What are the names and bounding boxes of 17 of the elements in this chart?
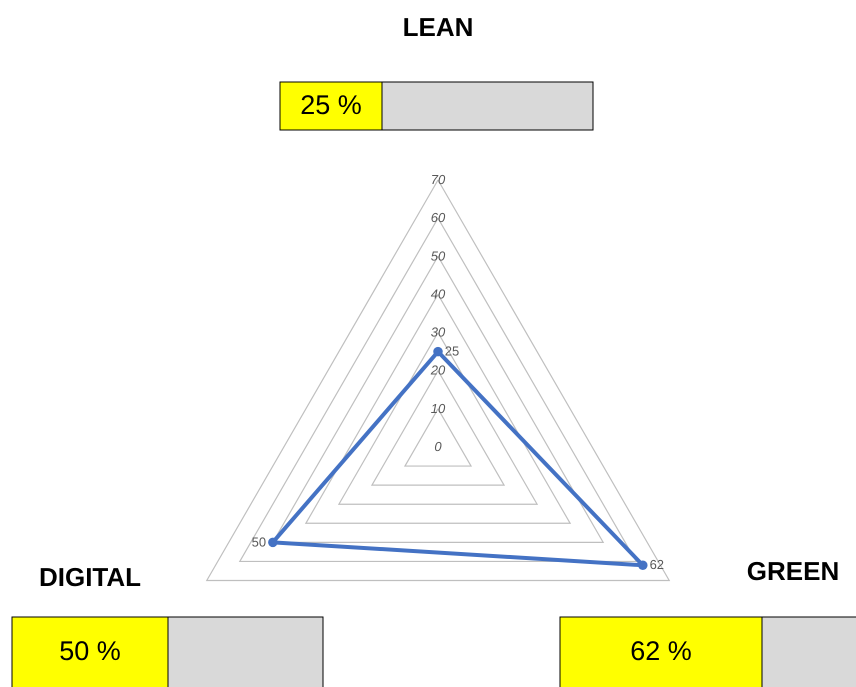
y-tick-label: 30 [430, 324, 446, 340]
spoke-label: GREEN [746, 556, 840, 586]
spoke-label: DIGITAL [38, 562, 142, 592]
text: 62 % [630, 636, 692, 666]
spoke-label: LEAN [402, 12, 474, 42]
text: 25 % [300, 90, 362, 120]
data-label: 25 [444, 344, 460, 359]
y-tick-label: 60 [430, 210, 446, 226]
y-tick-label: 20 [430, 362, 446, 378]
y-tick-label: 0 [434, 439, 442, 454]
y-tick-label: 40 [430, 286, 446, 302]
y-tick-label: 10 [430, 400, 446, 416]
data-label: 62 [650, 557, 664, 572]
y-tick-label: 50 [430, 248, 446, 264]
text: 50 % [59, 636, 121, 666]
data-label: 50 [252, 534, 266, 550]
y-tick-label: 70 [430, 172, 446, 187]
